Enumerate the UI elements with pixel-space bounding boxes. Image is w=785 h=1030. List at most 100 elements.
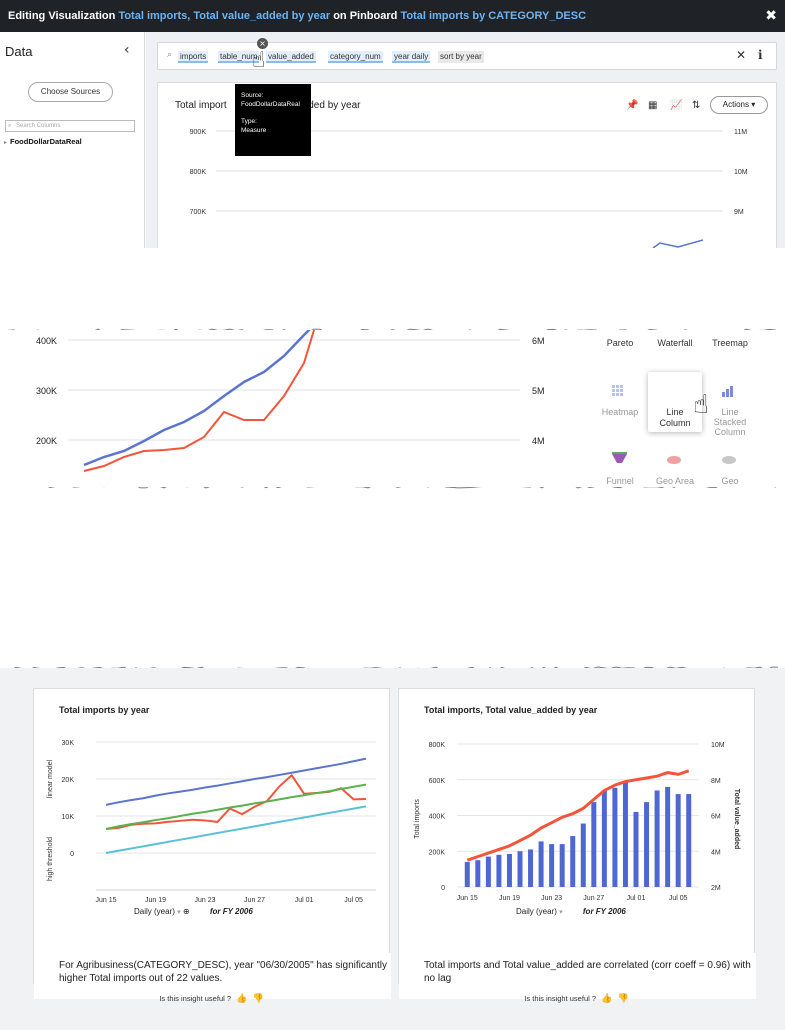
geo-area-icon [667, 456, 681, 464]
search-token[interactable]: imports [178, 51, 209, 63]
insight-card-right[interactable]: Total imports, Total value_added by year… [398, 688, 756, 999]
y2-tick-label: 10M [711, 742, 725, 749]
hand-cursor-icon: ☝ [252, 48, 266, 73]
search-token[interactable]: value_added [266, 51, 316, 63]
x-axis-label: Daily (year) [134, 907, 175, 916]
useful-question: Is this insight useful ? [159, 994, 232, 1003]
insight-feedback: Is this insight useful ? 👍 👎 [33, 994, 390, 1004]
series-line [466, 769, 690, 862]
series-line-blue [83, 330, 311, 467]
y-tick-label: 200K [429, 849, 446, 856]
search-token[interactable]: year daily [392, 51, 431, 63]
editing-visualization-panel: Editing Visualization Total imports, Tot… [0, 0, 785, 248]
pin-icon[interactable]: 📌 [626, 100, 639, 111]
x-tick-label: Jul 05 [669, 895, 688, 902]
search-token[interactable]: category_num [328, 51, 383, 63]
thumbs-down-icon[interactable]: 👎 [617, 994, 629, 1004]
heatmap-icon [620, 393, 623, 396]
insight-card-left[interactable]: Total imports by year 30K 20K 10K 0 Jun 15 Ju… [33, 688, 391, 999]
bar [475, 860, 481, 887]
y-tick-label: 0 [70, 851, 74, 858]
selected-chart-type-tile[interactable] [648, 372, 702, 432]
y2-tick-label: 6M [532, 336, 545, 346]
choose-sources-button[interactable]: Choose Sources [28, 82, 113, 102]
hand-cursor-icon: ☝ [693, 390, 709, 420]
chevron-down-icon[interactable]: ▾ [177, 909, 181, 916]
thumbs-down-icon[interactable]: 👎 [252, 994, 264, 1004]
search-bar[interactable]: ⌕ imports table_num × value_added catego… [157, 38, 777, 70]
chart-type-pareto[interactable]: Pareto [606, 338, 634, 348]
chart-type-funnel[interactable]: Funnel [606, 476, 634, 486]
chart-type-icon[interactable]: 📈 [670, 100, 683, 111]
chart-type-waterfall[interactable]: Waterfall [657, 338, 693, 348]
heatmap-icon [620, 389, 623, 392]
search-columns-input[interactable]: ⌕ Search Columns [5, 120, 135, 132]
y2-tick-label: 10M [734, 169, 748, 176]
y2-tick-label: 2M [711, 885, 721, 892]
clear-search-icon[interactable]: ✕ [736, 48, 747, 62]
line-stacked-column-icon [726, 389, 729, 397]
table-icon[interactable]: ▦ [648, 100, 658, 111]
remove-token-icon[interactable]: × [257, 38, 268, 49]
info-icon[interactable]: i [758, 48, 763, 62]
x-tick-label: Jul 05 [344, 897, 363, 904]
bar [654, 790, 660, 887]
heatmap-icon [616, 389, 619, 392]
thumbs-up-icon[interactable]: 👍 [601, 994, 613, 1004]
bar [591, 802, 597, 887]
title-prefix: Editing Visualization [8, 10, 116, 22]
bar [665, 786, 671, 887]
search-token[interactable]: sort by year [438, 51, 484, 63]
chart-type-line-column[interactable]: Line Column [645, 407, 705, 429]
insight-combo-chart: 800K 10M 600K 8M 400K 6M 200K 4M 0 2M Jun 15 Jun 19… [414, 742, 740, 902]
search-icon: ⌕ [8, 123, 12, 129]
chart-type-line-stacked-column[interactable]: Line Stacked Column [700, 407, 760, 437]
y2-tick-label: 4M [532, 436, 545, 446]
tooltip-type-label: Type: [241, 118, 257, 125]
chart-type-geo[interactable]: Geo [721, 476, 739, 486]
y-tick-label: 700K [190, 209, 207, 216]
y-tick-label: 800K [190, 169, 207, 176]
y-tick-label: 400K [36, 336, 57, 346]
column-tooltip: Source: FoodDollarDataReal Type: Measure [235, 84, 311, 156]
x-tick-label: Jun 23 [541, 895, 562, 902]
y-tick-label: 400K [429, 814, 446, 821]
line-column-label-1: Line [666, 407, 684, 417]
y-tick-label: 30K [62, 740, 75, 747]
zoomed-chart-plot: 400K 6M 300K 5M 200K 4M [36, 330, 736, 472]
caret-right-icon[interactable]: ▸ [4, 140, 8, 146]
y-tick-label: 900K [190, 129, 207, 136]
settings-sliders-icon[interactable]: ⇅ [692, 100, 701, 111]
chart-type-heatmap[interactable]: Heatmap [601, 407, 639, 417]
series-line-red [83, 330, 315, 472]
close-icon[interactable]: ✖ [765, 8, 777, 24]
insight-line-chart: 30K 20K 10K 0 Jun 15 Jun 19 Jun 23 Jun 27 Jul 01… [47, 740, 376, 904]
chevron-left-icon[interactable]: ‹ [124, 42, 130, 58]
viz-name-link[interactable]: Total imports, Total value_added by year [118, 10, 331, 22]
search-token[interactable]: table_num [218, 51, 260, 63]
line-stacked-label-2: Stacked [713, 417, 747, 427]
fiscal-year-label: for FY 2006 [209, 907, 253, 916]
add-icon[interactable]: ⊕ [182, 907, 190, 916]
source-tree-item[interactable]: ▸ FoodDollarDataReal [4, 137, 82, 146]
actions-dropdown[interactable]: Actions ▾ [710, 96, 768, 114]
useful-question: Is this insight useful ? [524, 994, 597, 1003]
bar [517, 851, 523, 887]
x-tick-label: Jun 23 [195, 897, 216, 904]
line-stacked-label-1: Line [721, 407, 739, 417]
y-tick-label: 200K [36, 436, 57, 446]
fiscal-year-label: for FY 2006 [582, 907, 626, 916]
y-tick-label: 600K [429, 778, 446, 785]
pinboard-name-link[interactable]: Total imports by CATEGORY_DESC [400, 10, 587, 22]
y2-tick-label: 6M [711, 814, 721, 821]
chart-title-right: dded by year [302, 100, 361, 111]
chart-type-treemap[interactable]: Treemap [712, 338, 748, 348]
bar [601, 790, 607, 887]
chart-type-geo-area[interactable]: Geo Area [655, 476, 695, 486]
chevron-down-icon[interactable]: ▾ [559, 909, 563, 916]
bar [675, 794, 681, 887]
tooltip-source-label: Source: [241, 92, 264, 99]
heatmap-icon [612, 389, 615, 392]
thumbs-up-icon[interactable]: 👍 [236, 994, 248, 1004]
x-axis-label: Daily (year) [516, 907, 557, 916]
